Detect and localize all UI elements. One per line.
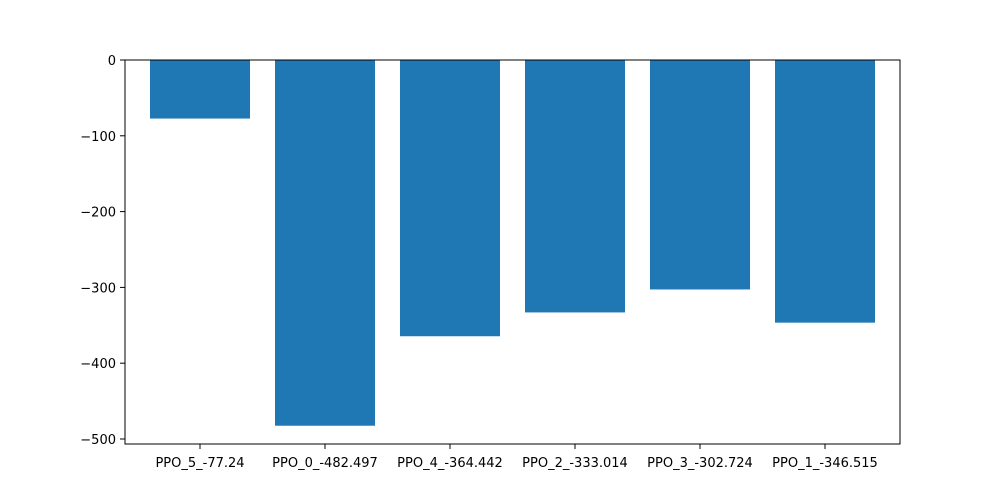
x-tick-label-1: PPO_0_-482.497 bbox=[272, 456, 378, 471]
y-tick-label-2: −200 bbox=[80, 206, 116, 221]
y-tick-label-5: −500 bbox=[80, 433, 116, 448]
bar-4 bbox=[650, 60, 750, 290]
x-tick-label-0: PPO_5_-77.24 bbox=[155, 456, 244, 471]
y-tick-label-3: −300 bbox=[80, 281, 116, 296]
x-axis: PPO_5_-77.24 PPO_0_-482.497 PPO_4_-364.442… bbox=[155, 444, 878, 471]
bar-0 bbox=[150, 60, 250, 119]
bar-3 bbox=[525, 60, 625, 313]
plot-frame bbox=[124, 59, 901, 445]
x-tick-label-4: PPO_3_-302.724 bbox=[647, 456, 753, 471]
x-tick-label-5: PPO_1_-346.515 bbox=[772, 456, 878, 471]
bars-group bbox=[150, 60, 875, 426]
x-tick-label-2: PPO_4_-364.442 bbox=[397, 456, 503, 471]
y-tick-label-1: −100 bbox=[80, 130, 116, 145]
bar-5 bbox=[775, 60, 875, 323]
y-axis: 0 −100 −200 −300 −400 −500 bbox=[80, 54, 125, 448]
x-tick-label-3: PPO_2_-333.014 bbox=[522, 456, 628, 471]
y-tick-label-4: −400 bbox=[80, 357, 116, 372]
bar-2 bbox=[400, 60, 500, 337]
y-tick-label-0: 0 bbox=[108, 54, 116, 69]
bar-1 bbox=[275, 60, 375, 426]
